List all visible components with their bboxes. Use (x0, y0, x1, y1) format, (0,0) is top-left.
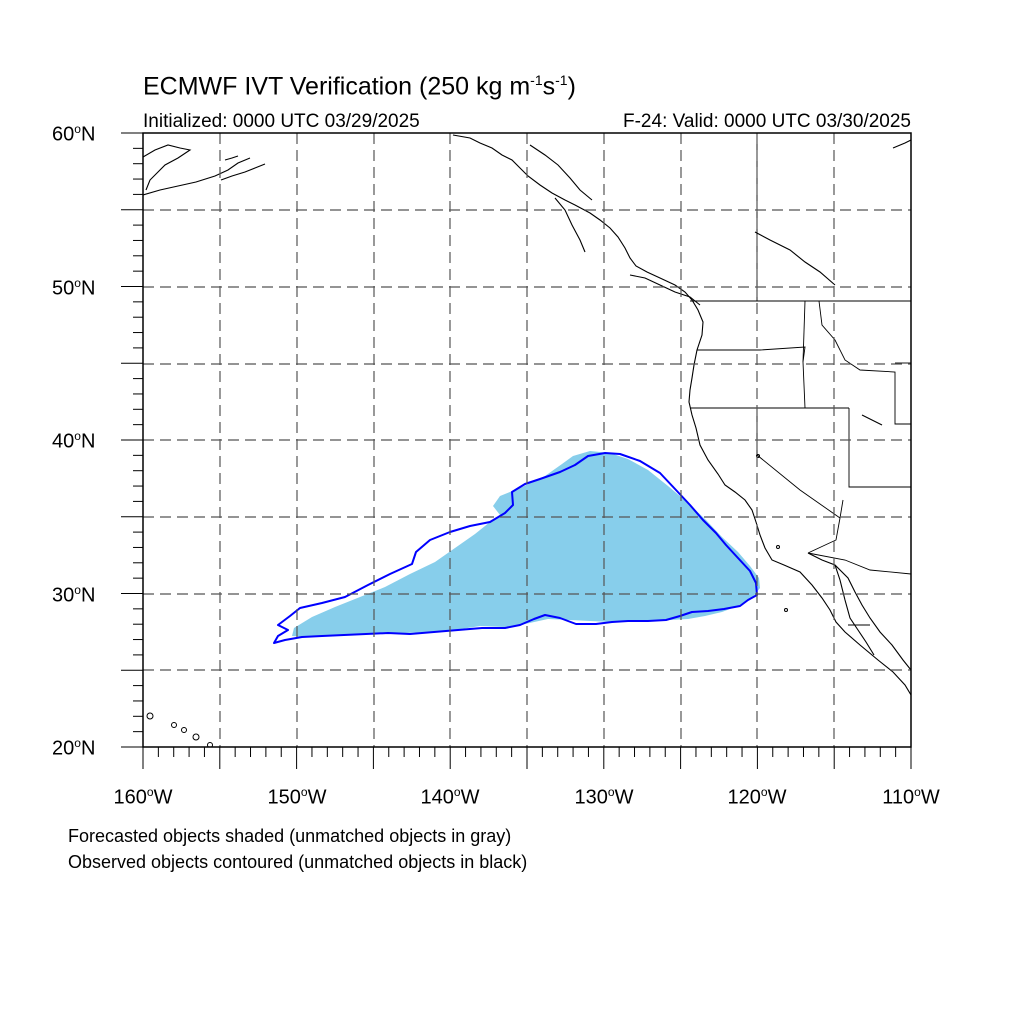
axis-ticks (121, 132, 912, 769)
lon-label-120w: 120oW (727, 785, 787, 809)
plot-title: ECMWF IVT Verification (250 kg m-1s-1) (143, 72, 576, 101)
graticule (143, 133, 911, 747)
lon-label-140w: 140oW (420, 785, 480, 809)
lat-label-30: 30oN (52, 583, 96, 607)
lat-label-40: 40oN (52, 429, 96, 453)
lon-label-150w: 150oW (267, 785, 327, 809)
observed-caption: Observed objects contoured (unmatched ob… (68, 852, 528, 872)
lon-label-110w: 110oW (882, 785, 940, 809)
forecast-ivt-object (292, 451, 760, 637)
forecast-caption: Forecasted objects shaded (unmatched obj… (68, 826, 512, 846)
lat-label-20: 20oN (52, 736, 96, 760)
lat-label-50: 50oN (52, 276, 96, 300)
valid-time: F-24: Valid: 0000 UTC 03/30/2025 (623, 111, 911, 132)
lon-label-160w: 160oW (113, 785, 173, 809)
observed-ivt-contour (273, 452, 758, 644)
initialized-time: Initialized: 0000 UTC 03/29/2025 (143, 111, 420, 132)
lat-label-60: 60oN (52, 122, 96, 146)
coastlines (143, 134, 911, 696)
lon-label-130w: 130oW (574, 785, 634, 809)
